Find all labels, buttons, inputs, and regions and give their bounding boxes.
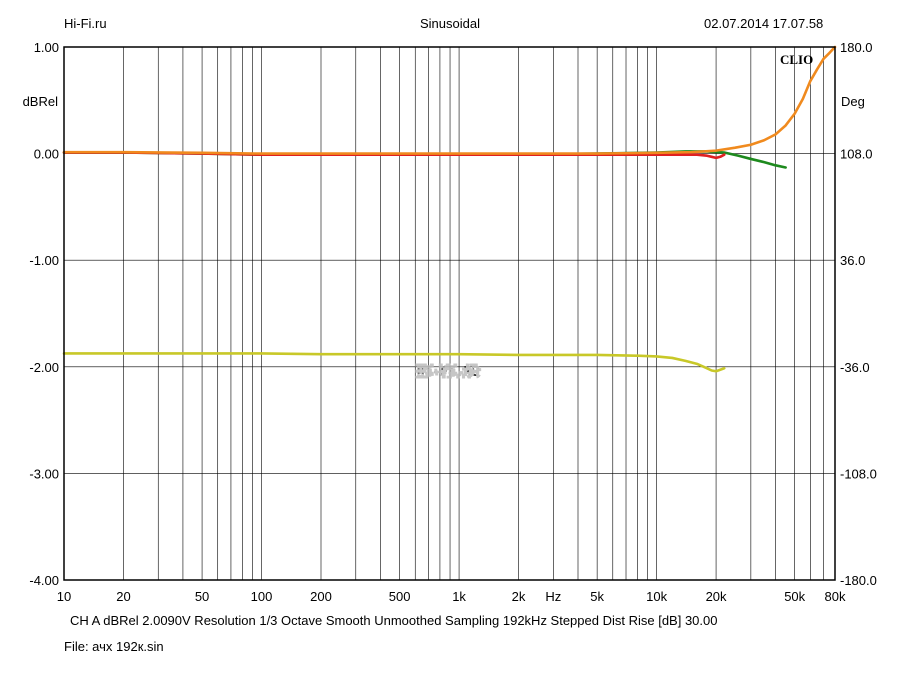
brand-label: CLIO	[780, 52, 813, 67]
grid-layer	[64, 47, 835, 580]
watermark: HI-FI.RU	[414, 363, 482, 383]
x-tick-label: 10	[57, 589, 71, 604]
x-tick-label: 2k	[512, 589, 526, 604]
y-right-tick-label: -108.0	[840, 466, 877, 481]
plot-frame	[63, 46, 836, 581]
x-tick-label: 10k	[646, 589, 667, 604]
y-left-tick-label: 1.00	[34, 40, 59, 55]
header-timestamp: 02.07.2014 17.07.58	[704, 16, 824, 31]
measurement-settings: CH A dBRel 2.0090V Resolution 1/3 Octave…	[70, 613, 718, 628]
x-tick-label: 5k	[590, 589, 604, 604]
header-title: Sinusoidal	[420, 16, 480, 31]
series-layer	[62, 45, 837, 373]
file-name: File: ачх 192к.sin	[64, 639, 164, 654]
y-right-tick-label: -36.0	[840, 360, 870, 375]
x-tick-label: 20k	[706, 589, 727, 604]
y-right-tick-label: 36.0	[840, 253, 865, 268]
y-right-tick-label: 180.0	[840, 40, 873, 55]
x-tick-label: 50	[195, 589, 209, 604]
y-left-tick-label: -3.00	[29, 466, 59, 481]
x-tick-label: 20	[116, 589, 130, 604]
y-left-tick-label: 0.00	[34, 147, 59, 162]
y-right-tick-label: 108.0	[840, 147, 873, 162]
y-left-tick-label: -2.00	[29, 360, 59, 375]
y-right-tick-label: -180.0	[840, 573, 877, 588]
y-right-axis-label: Deg	[841, 94, 865, 109]
x-tick-label: 100	[251, 589, 273, 604]
series-line-orange	[62, 45, 837, 155]
axis-labels: 10 20 50 100 200 500 1k 2k Hz 5k 10k 20k 50k 80k 1.00 0…	[23, 40, 877, 604]
header-brand: Hi-Fi.ru	[64, 16, 107, 31]
y-left-tick-label: -4.00	[29, 573, 59, 588]
series-line-yellow	[62, 352, 726, 373]
watermark-text: HI-FI.RU	[417, 365, 480, 380]
x-tick-label: Hz	[545, 589, 561, 604]
x-tick-label: 80k	[825, 589, 846, 604]
y-left-axis-label: dBRel	[23, 94, 59, 109]
x-tick-label: 1k	[452, 589, 466, 604]
x-tick-label: 50k	[784, 589, 805, 604]
x-tick-label: 200	[310, 589, 332, 604]
y-left-tick-label: -1.00	[29, 253, 59, 268]
x-tick-label: 500	[389, 589, 411, 604]
